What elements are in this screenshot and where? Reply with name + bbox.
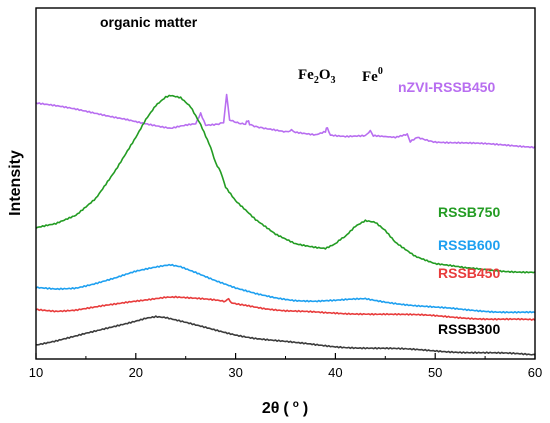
series-line-nzvi-rssb450 — [35, 93, 536, 149]
fe0-base: Fe — [362, 69, 378, 85]
annotation-fe0: Fe0 — [362, 66, 383, 85]
x-ticks: 10 20 30 40 50 60 — [29, 353, 542, 380]
annotation-fe2o3: Fe2O3 — [298, 67, 336, 86]
x-axis-title: 2θ( o) — [262, 399, 308, 417]
series-line-rssb300 — [35, 315, 536, 356]
series-line-rssb450 — [35, 295, 536, 322]
fe2o3-base: Fe — [298, 67, 314, 83]
series-label-rssb750: RSSB750 — [438, 204, 500, 220]
x-tick-label: 50 — [428, 365, 442, 380]
x-tick-label: 30 — [228, 365, 242, 380]
series-line-rssb750 — [35, 94, 536, 274]
x-tick-label: 40 — [328, 365, 342, 380]
x-axis-unit-mark: o — [293, 399, 299, 410]
x-axis-symbol: 2θ — [262, 400, 280, 417]
series-line-rssb600 — [35, 263, 536, 314]
series-label-rssb600: RSSB600 — [438, 237, 500, 253]
series-label-rssb450: RSSB450 — [438, 265, 500, 281]
x-tick-label: 10 — [29, 365, 43, 380]
series-label-rssb300: RSSB300 — [438, 321, 500, 337]
series-layer — [35, 93, 536, 356]
fe2o3-sub2: 3 — [331, 75, 336, 86]
plot-frame — [35, 7, 536, 360]
fe2o3-sub: 2 — [314, 75, 319, 86]
fe2o3-tail: O — [319, 67, 331, 83]
y-axis-title: Intensity — [7, 150, 24, 216]
series-label-nzvi-rssb450: nZVI-RSSB450 — [398, 79, 495, 95]
x-axis-unit-close: ) — [303, 400, 308, 417]
annotation-organic-matter: organic matter — [100, 14, 198, 30]
x-tick-label: 20 — [129, 365, 143, 380]
fe0-sup: 0 — [378, 66, 383, 77]
x-tick-label: 60 — [528, 365, 542, 380]
x-axis-unit-open: ( — [283, 400, 289, 417]
